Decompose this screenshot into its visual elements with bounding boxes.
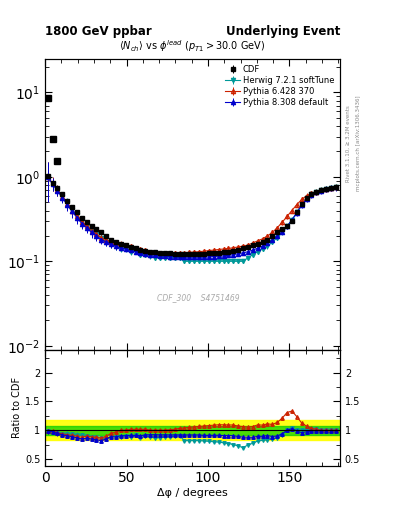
Text: $\langle N_{ch}\rangle$ vs $\phi^{lead}$ $(p_{T1} > 30.0\ \mathrm{GeV})$: $\langle N_{ch}\rangle$ vs $\phi^{lead}$… [119, 38, 266, 54]
Bar [45, 420, 340, 440]
Text: Rivet 3.1.10, ≥ 3.2M events: Rivet 3.1.10, ≥ 3.2M events [346, 105, 351, 182]
Y-axis label: $\langle N_{ch}\rangle$: $\langle N_{ch}\rangle$ [0, 190, 3, 218]
Y-axis label: Ratio to CDF: Ratio to CDF [12, 377, 22, 438]
X-axis label: Δφ / degrees: Δφ / degrees [157, 487, 228, 498]
Text: CDF_300    S4751469: CDF_300 S4751469 [157, 293, 240, 302]
Bar [45, 425, 340, 435]
Text: Underlying Event: Underlying Event [226, 26, 340, 38]
Legend: CDF, Herwig 7.2.1 softTune, Pythia 6.428 370, Pythia 8.308 default: CDF, Herwig 7.2.1 softTune, Pythia 6.428… [224, 63, 336, 109]
Text: mcplots.cern.ch [arXiv:1306.3436]: mcplots.cern.ch [arXiv:1306.3436] [356, 96, 361, 191]
Text: 1800 GeV ppbar: 1800 GeV ppbar [45, 26, 152, 38]
